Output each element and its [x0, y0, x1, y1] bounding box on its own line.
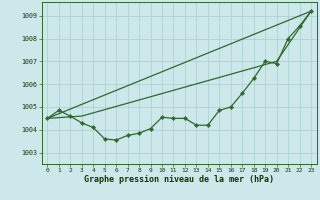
X-axis label: Graphe pression niveau de la mer (hPa): Graphe pression niveau de la mer (hPa) [84, 175, 274, 184]
